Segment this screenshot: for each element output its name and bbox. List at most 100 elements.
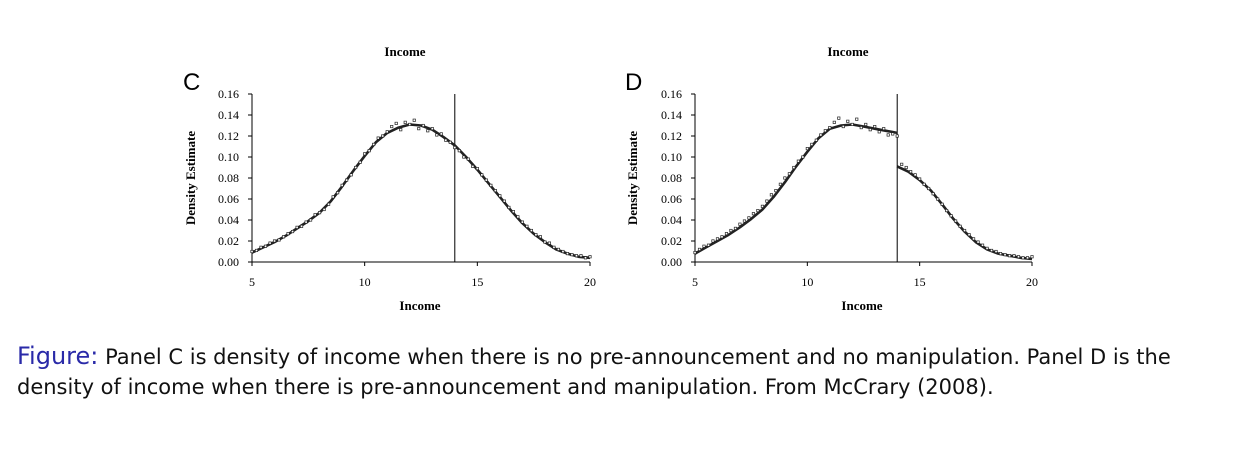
panel-c-data-point [322, 207, 326, 212]
panel-d-data-point [918, 177, 922, 181]
panel-c-data-point [295, 225, 299, 229]
panel-d-y-tick-label: 0.08 [661, 171, 682, 185]
panel-d-title: Income [827, 44, 868, 59]
panel-c-data-point [435, 133, 439, 137]
panel-c-data-point [538, 235, 542, 239]
panel-c-data-point [421, 123, 425, 128]
panel-d-data-point [877, 130, 881, 134]
panel-c-data-point [376, 136, 380, 140]
panel-d-letter: D [625, 69, 642, 96]
panel-d-data-point [985, 246, 989, 250]
panel-d-data-point [904, 165, 908, 170]
panel-d-data-point [1021, 256, 1025, 260]
panel-c-data-point [565, 252, 570, 256]
panel-c-data-point [588, 255, 592, 259]
panel-d-data-point [828, 126, 832, 130]
panel-c-data-point [466, 157, 470, 161]
panel-c-data-point [385, 130, 389, 134]
panel-c-data-point [579, 254, 583, 258]
panel-d-data-point [936, 197, 940, 201]
panel-d-y-tick-label: 0.00 [661, 255, 682, 269]
figure-caption: Figure: Panel C is density of income whe… [17, 341, 1242, 402]
panel-c-data-point [417, 127, 421, 131]
panel-d-data-point [900, 162, 904, 166]
panel-c-y-tick-label: 0.00 [218, 255, 239, 269]
panel-c-x-tick-label: 15 [471, 275, 483, 289]
panel-c-plot-area: 0.16 0.14 0.12 0.10 0.08 0.06 0.04 0.02 0.00 5 10 1… [218, 87, 596, 289]
panel-d-y-tick-label: 0.10 [661, 150, 682, 164]
panel-c-data-point [556, 247, 561, 251]
panel-d-data-point [774, 189, 778, 193]
panel-d-y-tick-label: 0.16 [661, 87, 682, 101]
panel-d-data-point [972, 237, 976, 241]
panel-d-data-point [742, 219, 746, 223]
panel-c-y-tick-label: 0.02 [218, 234, 239, 248]
panel-d-data-point [981, 243, 985, 247]
panel-c-data-point [534, 233, 538, 237]
panel-d-data-point [796, 159, 800, 163]
panel-c-data-point [349, 173, 353, 177]
panel-d-data-point [715, 237, 720, 241]
panel-d-data-point [882, 127, 886, 131]
panel-c-data-point [300, 224, 304, 228]
panel-d-data-point [729, 228, 733, 233]
panel-d-data-point [756, 209, 760, 213]
panel-c-data-point [552, 245, 556, 249]
panel-c-x-tick-label: 5 [249, 275, 255, 289]
panel-d-y-tick-label: 0.12 [661, 129, 682, 143]
panel-d-data-point [819, 133, 823, 137]
caption-text: Panel C is density of income when there … [17, 345, 1171, 399]
panel-d-data-point [909, 170, 913, 174]
panel-d-x-tick-label: 10 [801, 275, 813, 289]
panel-d-data-point [895, 134, 899, 138]
panel-d-data-point [913, 173, 917, 177]
panel-d-data-point [1003, 253, 1007, 257]
panel-c-data-point [381, 134, 385, 138]
panel-d-data-point [801, 155, 805, 159]
panel-c-data-point [358, 160, 362, 164]
panel-d-x-tick-label: 20 [1026, 275, 1038, 289]
panel-c-data-point [525, 224, 529, 228]
panel-d-data-point [990, 248, 994, 253]
panel-d-data-point [823, 129, 827, 133]
panel-d-data-point [949, 214, 953, 218]
panel-d-y-tick-label: 0.14 [661, 108, 682, 122]
panel-d-data-point [864, 122, 868, 127]
panel-d-data-point [769, 193, 773, 197]
panel-c-data-point [345, 178, 349, 182]
panel-c-data-point [327, 202, 331, 206]
panel-c-data-point [502, 199, 506, 203]
panel-d-data-point [697, 247, 702, 251]
panel-c-y-tick-label: 0.16 [218, 87, 239, 101]
panel-d-data-point [954, 219, 958, 223]
panel-c-data-point [277, 238, 281, 242]
panel-d-data-point [814, 138, 818, 142]
panel-c-data-point [561, 249, 565, 254]
panel-d-data-point [1007, 254, 1012, 258]
panel-d-data-point [850, 122, 854, 127]
panel-c-data-point [331, 195, 335, 199]
panel-c-data-point [304, 220, 308, 224]
panel-d-data-point [967, 233, 971, 237]
panel-c-data-point [309, 218, 313, 222]
panel-c-data-point [426, 129, 430, 133]
panel-d-plot-area: 0.16 0.14 0.12 0.10 0.08 0.06 0.04 0.02 0.00 5 10 1… [661, 87, 1038, 289]
panel-c-data-point [516, 215, 520, 219]
panel-d-x-tick-label: 5 [692, 275, 698, 289]
panel-c-data-point [318, 211, 322, 215]
panel-c-x-axis-label: Income [399, 298, 440, 313]
panel-c-data-point [263, 244, 268, 248]
panel-c-data-point [484, 178, 488, 182]
panel-d-data-point [778, 182, 782, 186]
panel-d-data-point [805, 147, 809, 151]
panel-c-title: Income [384, 44, 425, 59]
panel-d-data-point [747, 216, 751, 220]
panel-c-data-point [529, 228, 533, 233]
panel-d-x-tick-label: 15 [914, 275, 926, 289]
panel-d-data-point [998, 252, 1003, 256]
panel-c-data-point [281, 235, 286, 239]
panel-d-y-tick-label: 0.04 [661, 213, 682, 227]
panel-d-data-point [1012, 254, 1016, 258]
panel-d-data-point [891, 132, 895, 136]
panel-d-data-point [945, 209, 949, 213]
